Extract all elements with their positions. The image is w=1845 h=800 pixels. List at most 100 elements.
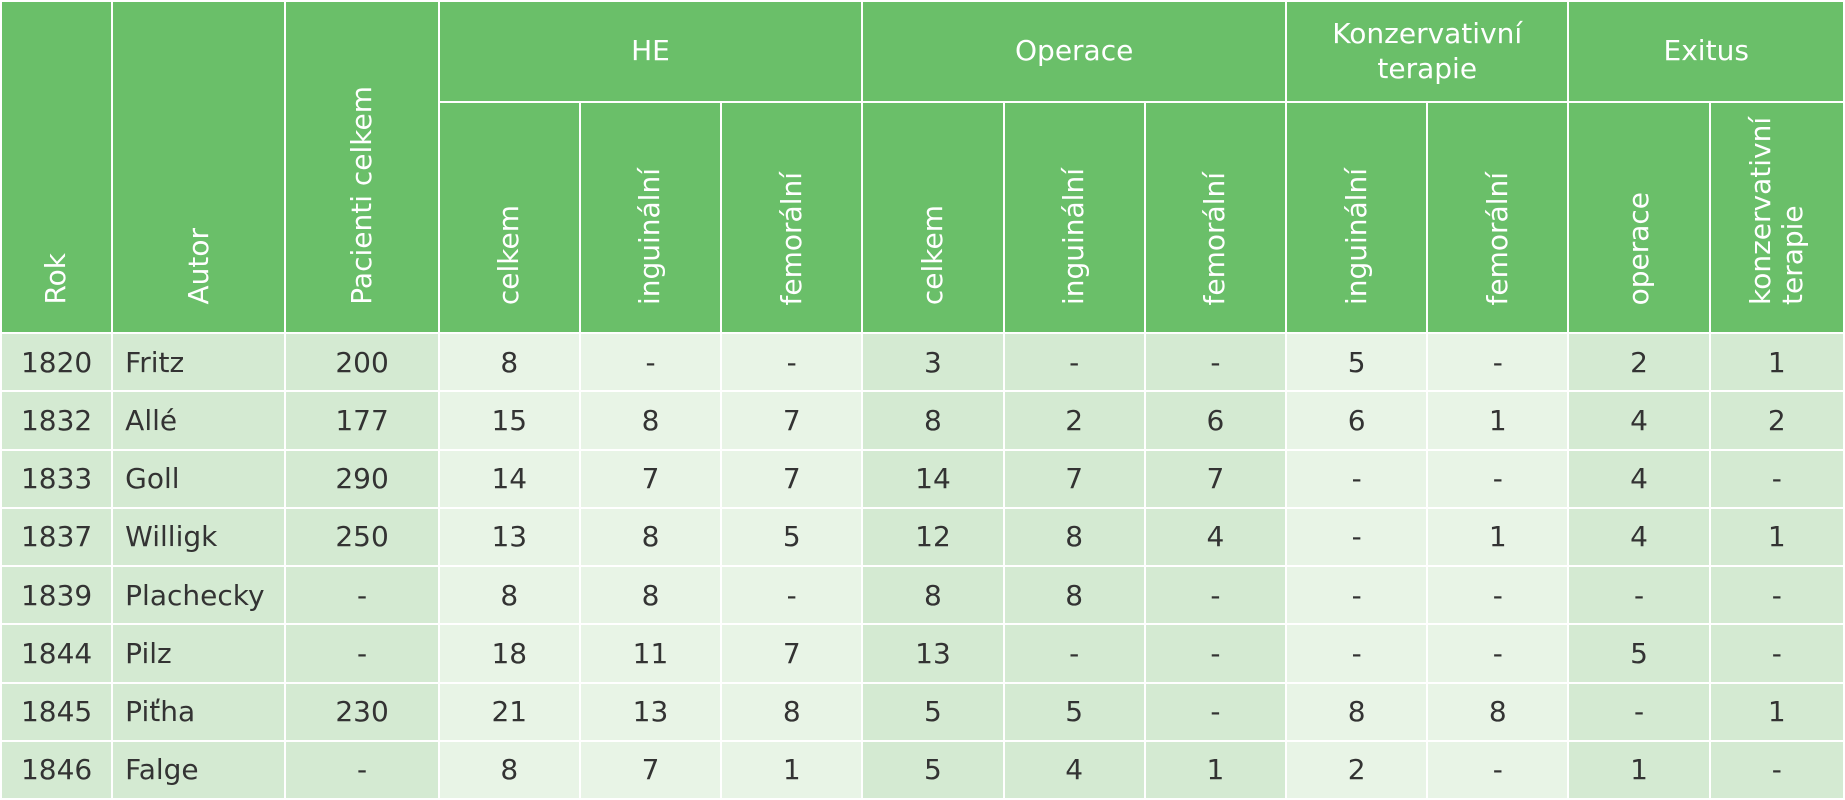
cell-autor: Plachecky — [111, 564, 287, 626]
cell-ex-konzervativni: 2 — [1708, 390, 1845, 451]
cell-kt-inguinalni: - — [1285, 564, 1429, 626]
subheader-ex-operace-label: operace — [1621, 191, 1655, 305]
cell-op-celkem: 8 — [861, 564, 1005, 626]
table-row: 1846 Falge -8 7 1 5 4 1 2-1- — [0, 739, 1845, 800]
cell-rok: 1837 — [0, 506, 114, 568]
cell-pacienti: 230 — [284, 681, 440, 742]
cell-op-celkem: 13 — [861, 623, 1005, 684]
subheader-op-celkem-label: celkem — [915, 204, 949, 305]
cell-autor: Allé — [111, 390, 287, 451]
cell-rok: 1833 — [0, 448, 114, 509]
cell-op-femoralni: 6 — [1143, 390, 1288, 451]
cell-op-femoralni: - — [1143, 681, 1288, 742]
cell-he-femoralni: 1 — [720, 739, 864, 800]
subheader-op-femoralni: femorální — [1143, 101, 1288, 334]
col-header-rok-label: Rok — [39, 253, 73, 305]
cell-he-femoralni: 8 — [720, 681, 864, 742]
subheader-kt-inguinalni: inguinální — [1285, 101, 1429, 334]
cell-autor: Goll — [111, 448, 287, 509]
cell-he-inguinalni: 8 — [578, 564, 723, 626]
cell-ex-operace: 5 — [1567, 623, 1711, 684]
cell-autor: Fritz — [111, 331, 287, 393]
cell-op-femoralni: 4 — [1143, 506, 1288, 568]
subheader-kt-inguinalni-label: inguinální — [1339, 167, 1373, 305]
cell-kt-femoralni: - — [1426, 564, 1570, 626]
cell-he-femoralni: - — [720, 564, 864, 626]
subheader-op-inguinalni: inguinální — [1002, 101, 1146, 334]
cell-he-celkem: 15 — [437, 390, 581, 451]
cell-he-celkem: 13 — [437, 506, 581, 568]
subheader-ex-konzervativni: konzervativní terapie — [1708, 101, 1845, 334]
subheader-he-inguinalni-label: inguinální — [633, 167, 667, 305]
col-header-autor-label: Autor — [181, 228, 215, 305]
cell-op-celkem: 12 — [861, 506, 1005, 568]
cell-pacienti: - — [284, 623, 440, 684]
cell-ex-konzervativni: - — [1708, 448, 1845, 509]
group-header-operace: Operace — [861, 0, 1288, 103]
cell-pacienti: 290 — [284, 448, 440, 509]
cell-kt-femoralni: - — [1426, 331, 1570, 393]
col-header-rok: Rok — [0, 0, 114, 334]
cell-autor: Falge — [111, 739, 287, 800]
cell-pacienti: - — [284, 739, 440, 800]
cell-he-inguinalni: 8 — [578, 506, 723, 568]
table-row: 1832 Allé 177 15 8 7 8 2 6 6 1 4 2 — [0, 390, 1845, 451]
cell-op-femoralni: - — [1143, 564, 1288, 626]
cell-kt-inguinalni: 5 — [1285, 331, 1429, 393]
subheader-he-celkem: celkem — [437, 101, 581, 334]
cell-he-celkem: 8 — [437, 564, 581, 626]
cell-kt-femoralni: - — [1426, 623, 1570, 684]
cell-rok: 1820 — [0, 331, 114, 393]
cell-he-inguinalni: 8 — [578, 390, 723, 451]
cell-op-femoralni: - — [1143, 331, 1288, 393]
header-row-groups: Rok Autor Pacienti celkem HE Operace Kon… — [0, 0, 1845, 334]
cell-rok: 1846 — [0, 739, 114, 800]
cell-he-celkem: 8 — [437, 331, 581, 393]
cell-ex-operace: - — [1567, 564, 1711, 626]
cell-ex-operace: 4 — [1567, 506, 1711, 568]
cell-he-femoralni: 5 — [720, 506, 864, 568]
cell-op-inguinalni: 5 — [1002, 681, 1146, 742]
table-body: 1820 Fritz 200 8- -3- -5-2 1 1832 Allé 177 15 8 7 8 2 6… — [0, 331, 1845, 800]
cell-op-celkem: 5 — [861, 681, 1005, 742]
subheader-op-inguinalni-label: inguinální — [1057, 167, 1091, 305]
group-header-konzervativni-label: Konzervativní terapie — [1332, 17, 1523, 85]
cell-he-celkem: 18 — [437, 623, 581, 684]
cell-kt-inguinalni: 6 — [1285, 390, 1429, 451]
cell-op-femoralni: 1 — [1143, 739, 1288, 800]
cell-rok: 1832 — [0, 390, 114, 451]
cell-he-femoralni: - — [720, 331, 864, 393]
subheader-op-celkem: celkem — [861, 101, 1005, 334]
cell-ex-operace: - — [1567, 681, 1711, 742]
cell-op-celkem: 5 — [861, 739, 1005, 800]
col-header-pacienti-label: Pacienti celkem — [344, 86, 378, 305]
cell-ex-operace: 2 — [1567, 331, 1711, 393]
cell-autor: Willigk — [111, 506, 287, 568]
cell-he-celkem: 21 — [437, 681, 581, 742]
cell-op-inguinalni: - — [1002, 623, 1146, 684]
cell-op-inguinalni: 8 — [1002, 506, 1146, 568]
cell-rok: 1839 — [0, 564, 114, 626]
subheader-he-celkem-label: celkem — [492, 204, 526, 305]
cell-pacienti: 250 — [284, 506, 440, 568]
cell-he-femoralni: 7 — [720, 448, 864, 509]
cell-ex-konzervativni: - — [1708, 623, 1845, 684]
cell-ex-operace: 4 — [1567, 390, 1711, 451]
subheader-ex-operace: operace — [1567, 101, 1711, 334]
cell-op-celkem: 3 — [861, 331, 1005, 393]
cell-kt-femoralni: - — [1426, 739, 1570, 800]
cell-kt-inguinalni: - — [1285, 448, 1429, 509]
cell-op-femoralni: 7 — [1143, 448, 1288, 509]
cell-he-inguinalni: 7 — [578, 448, 723, 509]
cell-ex-konzervativni: - — [1708, 564, 1845, 626]
cell-ex-konzervativni: - — [1708, 739, 1845, 800]
cell-ex-konzervativni: 1 — [1708, 506, 1845, 568]
cell-he-inguinalni: 11 — [578, 623, 723, 684]
subheader-kt-femoralni: femorální — [1426, 101, 1570, 334]
cell-op-celkem: 8 — [861, 390, 1005, 451]
cell-autor: Pilz — [111, 623, 287, 684]
table-row: 1845 Piťha 230 21 13 8 5 5-8 8-1 — [0, 681, 1845, 742]
table-row: 1844 Pilz -18 11 7 13- - - -5- — [0, 623, 1845, 684]
